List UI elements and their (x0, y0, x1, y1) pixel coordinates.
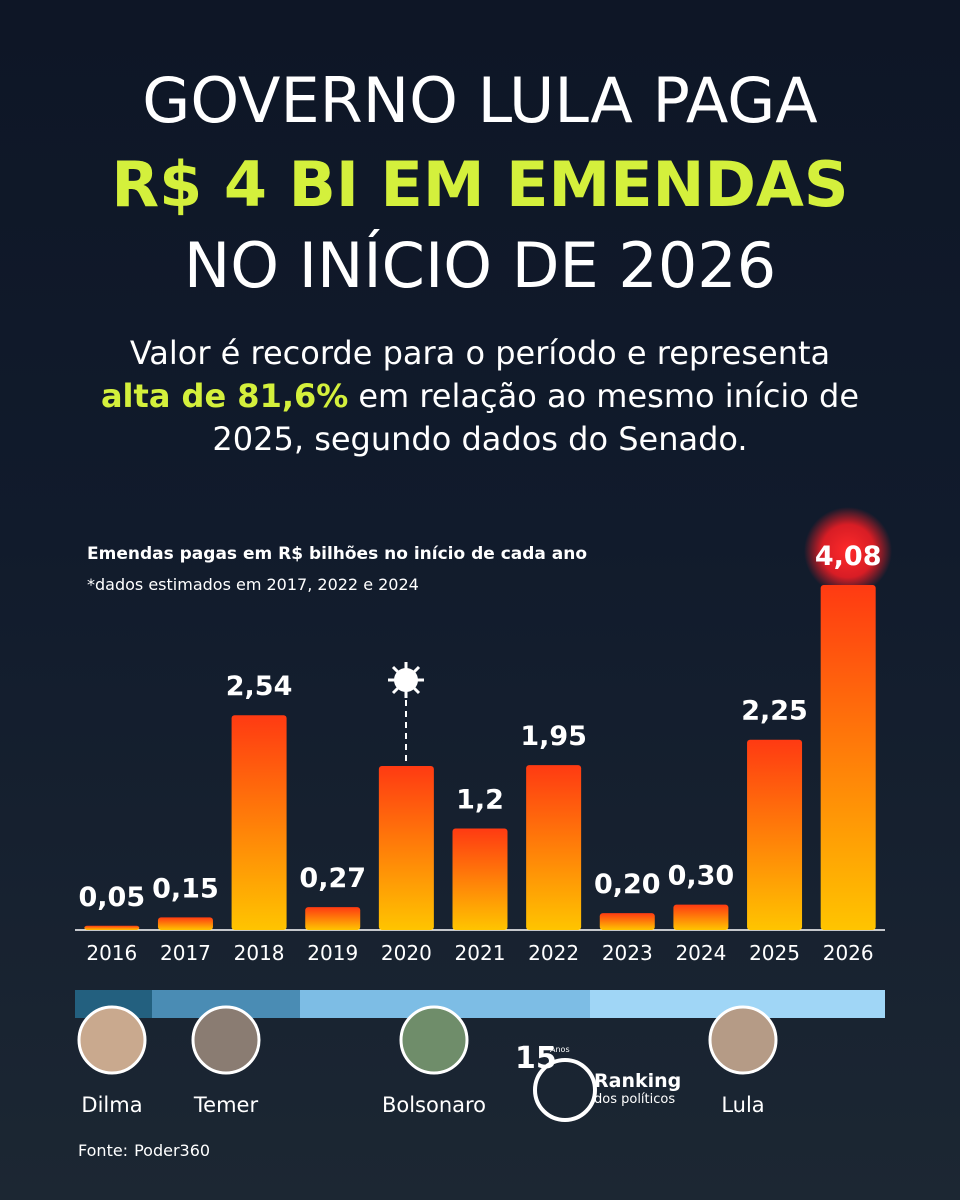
x-tick-label: 2022 (528, 941, 579, 965)
logo-name: Ranking (594, 1070, 681, 1092)
subtitle-text: em relação ao mesmo início de (358, 377, 859, 415)
headline-line: GOVERNO LULA PAGA (142, 64, 817, 137)
value-label: 4,08 (815, 541, 882, 572)
x-tick-label: 2017 (160, 941, 211, 965)
chart-note: *dados estimados em 2017, 2022 e 2024 (87, 575, 419, 594)
bar (599, 913, 655, 930)
source-label: Fonte: (78, 1141, 128, 1160)
source-name: Poder360 (134, 1141, 210, 1160)
headline-highlight: R$ 4 BI EM EMENDAS (111, 148, 848, 221)
x-tick-label: 2020 (381, 941, 432, 965)
bar (231, 715, 287, 930)
president-name: Lula (721, 1093, 764, 1117)
value-label: 2,54 (226, 671, 293, 702)
value-label: 0,15 (152, 873, 219, 904)
subtitle-line: Valor é recorde para o período e represe… (130, 334, 830, 372)
president-name: Bolsonaro (382, 1093, 486, 1117)
bar (452, 828, 508, 930)
bar (747, 739, 803, 930)
timeline: Dilma Temer Bolsonaro Lula (75, 990, 885, 1117)
logo-number: 15 (515, 1041, 557, 1076)
president-name: Dilma (81, 1093, 142, 1117)
logo: 15 Anos Ranking dos políticos (515, 1041, 681, 1122)
bar-chart: 2016 0,05 2017 0,15 2018 2,54 2019 0,27 2020 2021… (75, 541, 885, 965)
bar (157, 917, 213, 930)
value-label: 1,95 (520, 721, 587, 752)
headline-line: NO INÍCIO DE 2026 (184, 229, 776, 302)
bar (526, 765, 582, 930)
covid-spikes (388, 662, 424, 698)
portrait (77, 1005, 147, 1075)
x-tick-label: 2016 (86, 941, 137, 965)
x-tick-label: 2024 (675, 941, 726, 965)
portrait (191, 1005, 261, 1075)
bar (820, 585, 876, 930)
x-tick-label: 2021 (455, 941, 506, 965)
value-label: 0,20 (594, 869, 661, 900)
value-label: 0,27 (299, 863, 366, 894)
bar (305, 907, 361, 930)
subtitle-line: alta de 81,6% em relação ao mesmo início … (101, 377, 859, 415)
logo-years: Anos (550, 1045, 570, 1054)
highlight-glow (804, 507, 892, 595)
president-name: Temer (193, 1093, 259, 1117)
x-tick-label: 2019 (307, 941, 358, 965)
logo-subname: dos políticos (594, 1092, 675, 1107)
bar (673, 904, 729, 930)
portrait (708, 1005, 778, 1075)
value-label: 1,2 (456, 785, 504, 816)
bar (378, 765, 434, 930)
value-label: 0,05 (79, 882, 146, 913)
chart-title: Emendas pagas em R$ bilhões no início de… (87, 544, 587, 564)
subtitle-line: 2025, segundo dados do Senado. (212, 420, 747, 458)
x-tick-label: 2025 (749, 941, 800, 965)
value-label: 0,30 (668, 861, 735, 892)
portrait (399, 1005, 469, 1075)
x-tick-label: 2026 (823, 941, 874, 965)
subtitle: Valor é recorde para o período e represe… (101, 334, 859, 458)
bar (84, 925, 140, 930)
headline: GOVERNO LULA PAGA R$ 4 BI EM EMENDAS NO … (111, 64, 848, 302)
subtitle-highlight: alta de 81,6% (101, 377, 348, 415)
source: Fonte: Poder360 (78, 1141, 210, 1160)
logo-ring (533, 1058, 597, 1122)
value-label: 2,25 (741, 696, 808, 727)
x-tick-label: 2018 (234, 941, 285, 965)
x-tick-label: 2023 (602, 941, 653, 965)
